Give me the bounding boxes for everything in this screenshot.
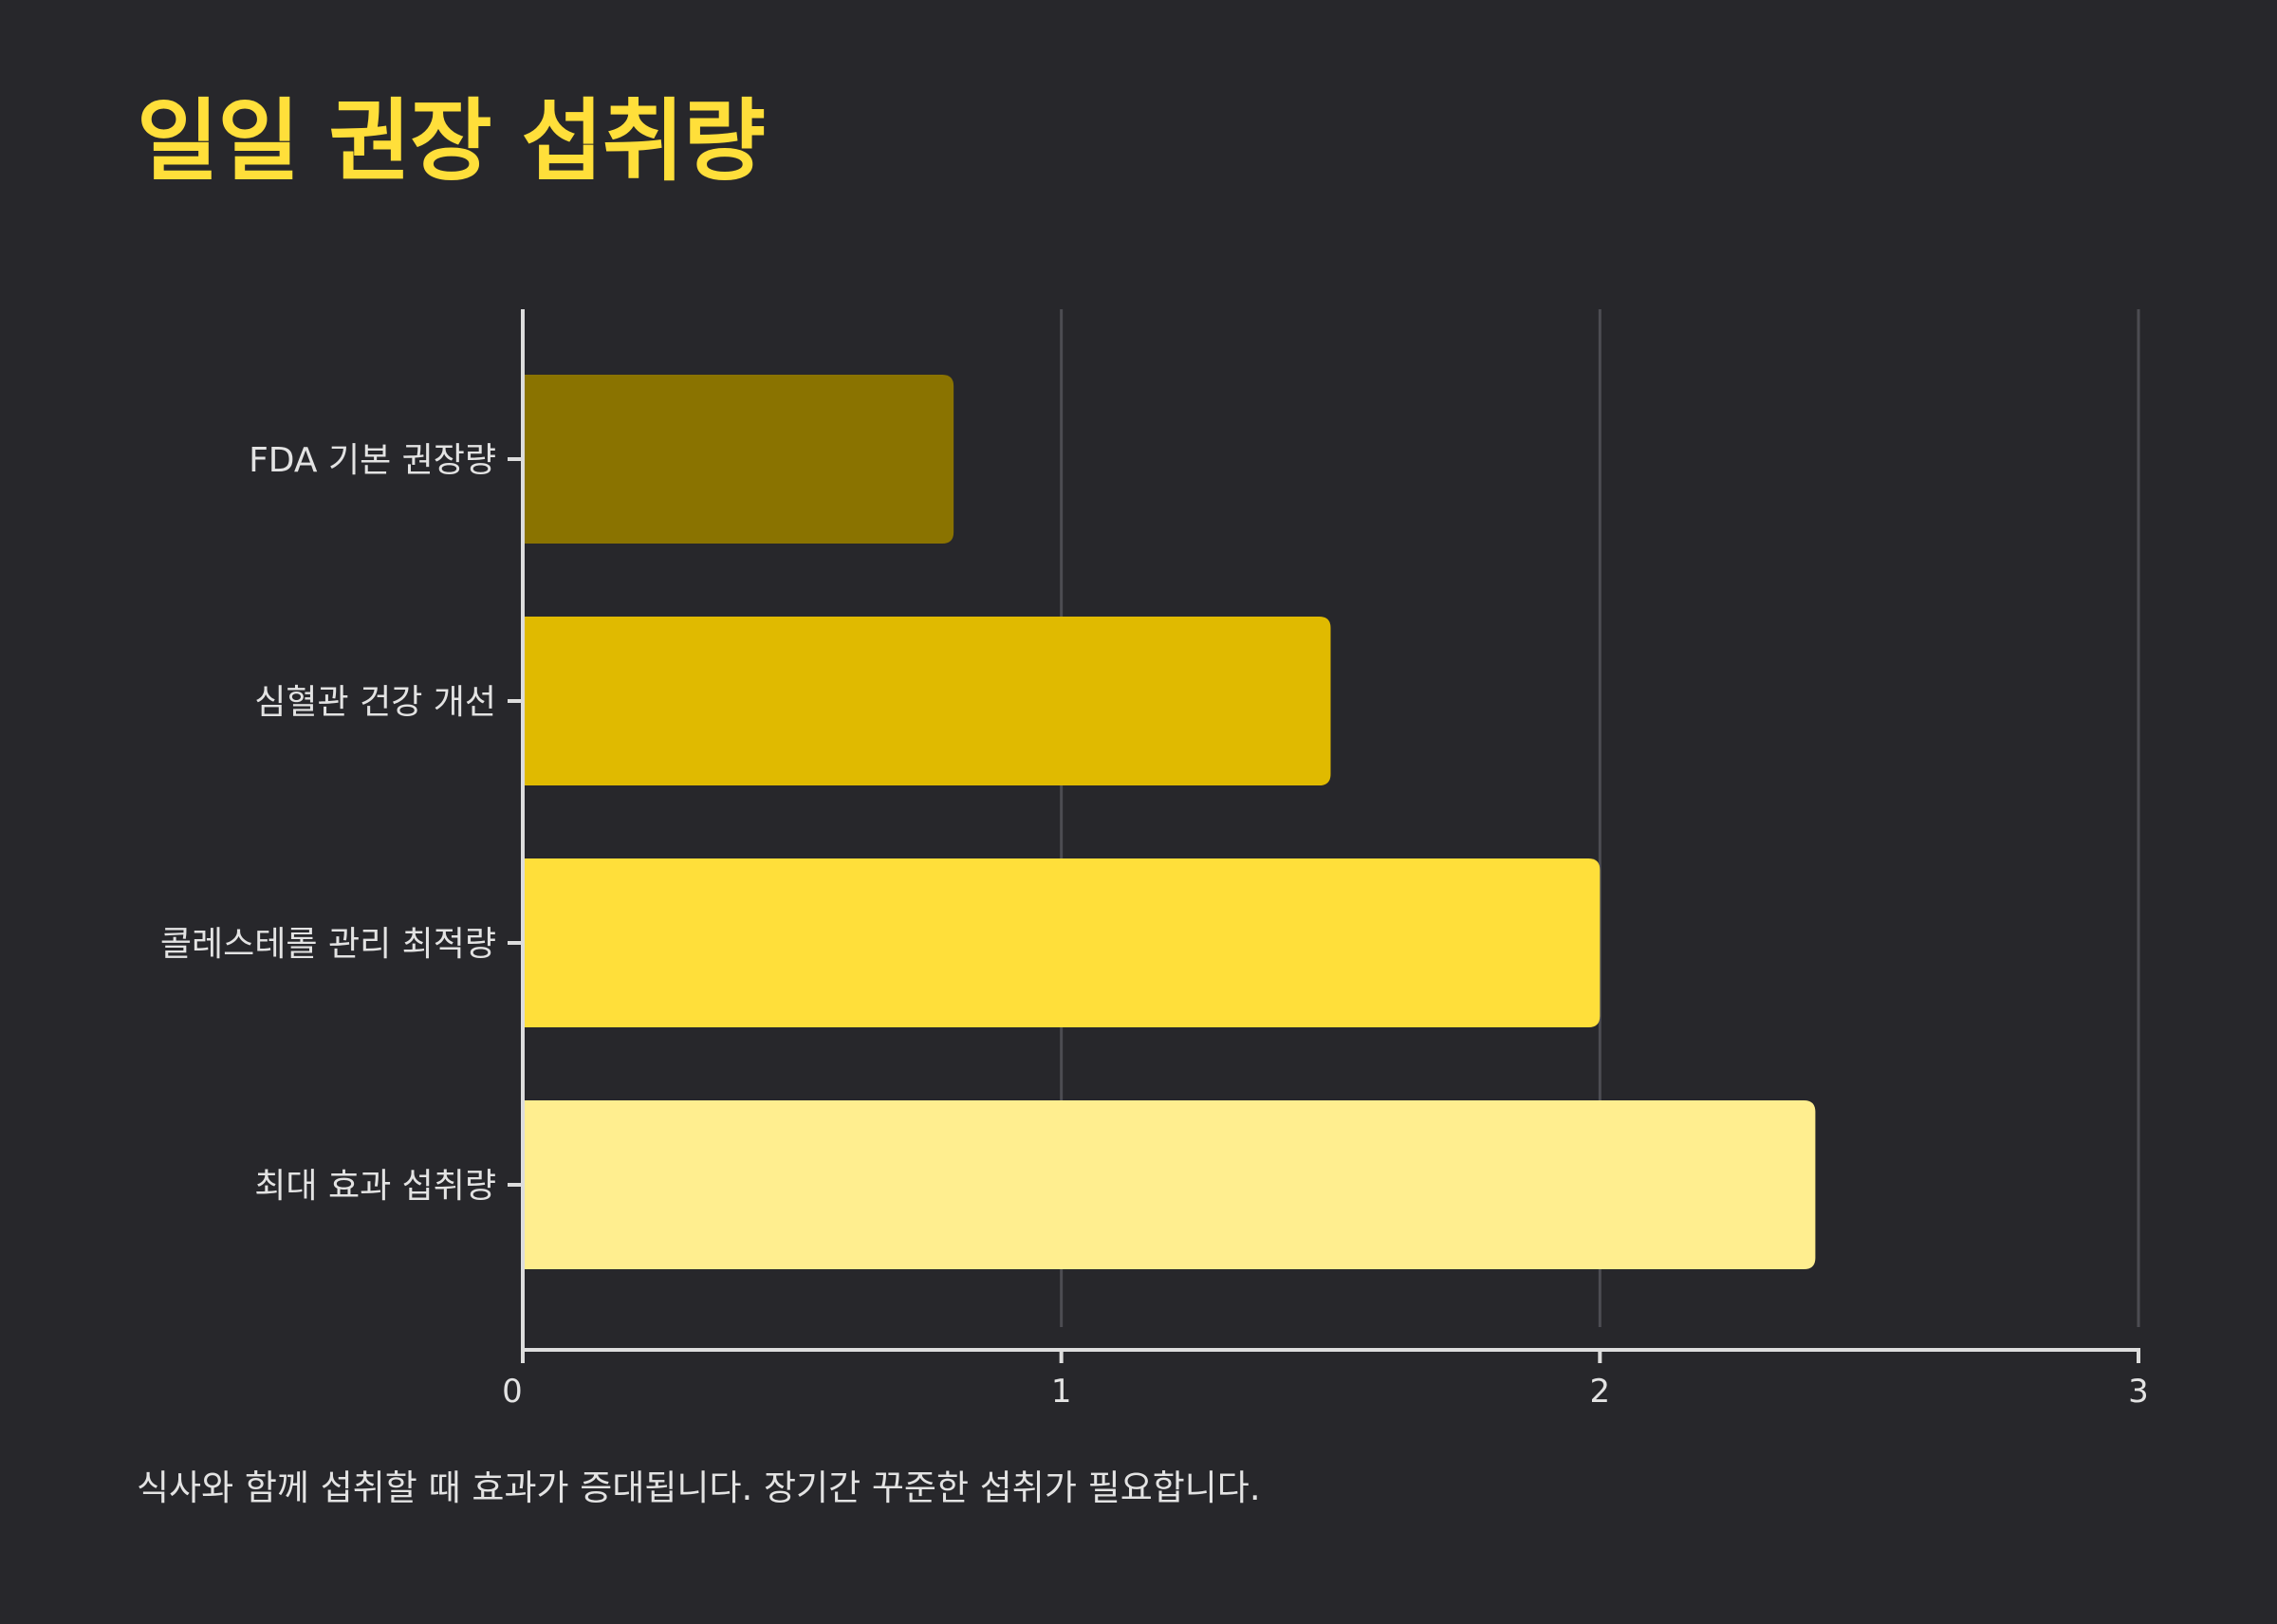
bar-1 xyxy=(523,617,1331,785)
x-tick-label-3: 3 xyxy=(2128,1373,2149,1411)
x-tick-label-0: 0 xyxy=(502,1373,523,1411)
category-label-3: 최대 효과 섭취량 xyxy=(254,1167,496,1206)
category-label-0: FDA 기본 권장량 xyxy=(249,441,496,480)
bar-2 xyxy=(523,858,1601,1027)
bar-3 xyxy=(523,1100,1816,1269)
chart-title: 일일 권장 섭취량 xyxy=(137,90,766,194)
x-tick-label-1: 1 xyxy=(1051,1373,1072,1411)
bar-0 xyxy=(523,375,954,544)
bars xyxy=(523,375,1816,1269)
chart-note: 식사와 함께 섭취할 때 효과가 증대됩니다. 장기간 꾸준한 섭취가 필요합니… xyxy=(137,1467,1261,1508)
axes xyxy=(508,309,2140,1363)
x-tick-label-2: 2 xyxy=(1590,1373,1611,1411)
category-label-1: 심혈관 건강 개선 xyxy=(254,683,496,722)
category-label-2: 콜레스테롤 관리 최적량 xyxy=(160,925,496,964)
